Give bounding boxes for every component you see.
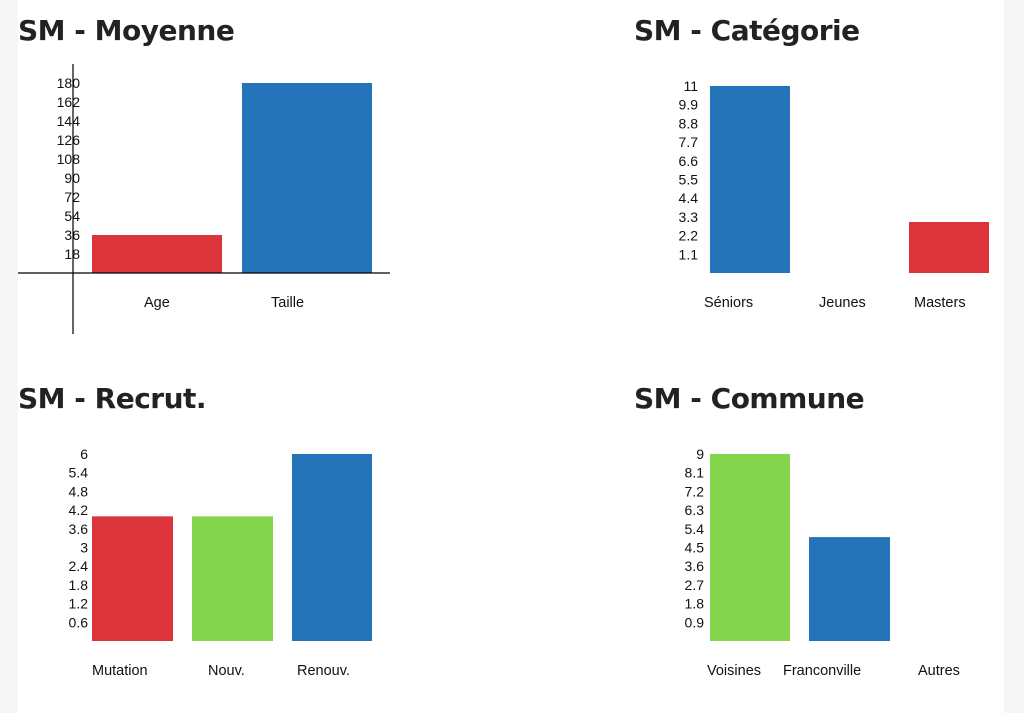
y-tick-label: 7.2 — [685, 483, 705, 499]
y-tick-label: 3.3 — [679, 209, 699, 225]
x-category-label: Age — [144, 295, 170, 311]
y-tick-label: 5.5 — [679, 172, 699, 188]
chart-title: SM - Recrut. — [18, 382, 207, 415]
x-category-label: Franconville — [783, 663, 861, 679]
y-tick-label: 9.9 — [679, 97, 699, 113]
y-tick-label: 6 — [80, 446, 88, 462]
y-tick-label: 108 — [57, 151, 81, 167]
y-tick-label: 144 — [57, 113, 81, 129]
y-tick-label: 8.8 — [679, 115, 699, 131]
chart-panel-moyenne: SM - Moyenne 180 162 144 126 108 90 72 54 36 18 Ag… — [18, 14, 418, 334]
chart-title: SM - Commune — [634, 382, 865, 415]
y-tick-label: 3.6 — [685, 558, 705, 574]
y-tick-label: 1.8 — [685, 596, 705, 612]
y-tick-label: 2.7 — [685, 577, 705, 593]
chart-panel-categorie: SM - Catégorie 11 9.9 8.8 7.7 6.6 5.5 4.4 3.3 2.… — [634, 14, 1024, 334]
y-tick-label: 4.4 — [679, 190, 699, 206]
bar-s-niors — [710, 86, 790, 273]
y-tick-label: 180 — [57, 75, 81, 91]
bar-chart-commune: 9 8.1 7.2 6.3 5.4 4.5 3.6 2.7 1.8 0.9 Voisines Fran… — [685, 446, 960, 679]
bar-mutation — [92, 516, 173, 641]
y-tick-label: 54 — [64, 208, 80, 224]
x-category-label: Séniors — [704, 295, 753, 311]
y-tick-label: 90 — [64, 170, 80, 186]
y-tick-label: 8.1 — [685, 465, 705, 481]
x-category-label: Autres — [918, 663, 960, 679]
bar-taille — [242, 83, 372, 273]
x-category-label: Taille — [271, 295, 304, 311]
y-tick-label: 0.6 — [69, 614, 89, 630]
y-tick-label: 2.4 — [69, 558, 89, 574]
y-tick-label: 4.2 — [69, 502, 89, 518]
bar-chart-recrut: 6 5.4 4.8 4.2 3.6 3 2.4 1.8 1.2 0.6 Mutation Nouv. R… — [69, 446, 372, 679]
y-tick-label: 36 — [64, 227, 80, 243]
y-tick-label: 9 — [696, 446, 704, 462]
y-tick-label: 11 — [683, 78, 698, 94]
y-tick-label: 2.2 — [679, 228, 699, 244]
chart-title: SM - Moyenne — [18, 14, 235, 47]
y-tick-label: 7.7 — [679, 134, 699, 150]
bar-age — [92, 235, 222, 273]
chart-title: SM - Catégorie — [634, 14, 860, 47]
y-tick-label: 6.3 — [685, 502, 705, 518]
bar-renouv- — [292, 454, 372, 641]
y-tick-label: 18 — [64, 246, 80, 262]
bar-franconville — [809, 537, 890, 641]
bar-chart-categorie: 11 9.9 8.8 7.7 6.6 5.5 4.4 3.3 2.2 1.1 Séniors Jeun… — [679, 78, 989, 311]
page-backdrop-right — [1004, 0, 1024, 713]
y-tick-label: 4.5 — [685, 540, 705, 556]
chart-panel-commune: SM - Commune 9 8.1 7.2 6.3 5.4 4.5 3.6 2.7 1.8 0.… — [634, 382, 1024, 702]
y-tick-label: 0.9 — [685, 614, 705, 630]
x-category-label: Mutation — [92, 663, 148, 679]
y-tick-label: 4.8 — [69, 483, 89, 499]
bar-masters — [909, 222, 989, 273]
y-tick-label: 3.6 — [69, 521, 89, 537]
x-category-label: Voisines — [707, 663, 761, 679]
bar-nouv- — [192, 516, 273, 641]
y-tick-label: 1.8 — [69, 577, 89, 593]
y-tick-label: 162 — [57, 94, 81, 110]
y-tick-label: 3 — [80, 540, 88, 556]
page-backdrop-left — [0, 0, 18, 713]
y-tick-label: 126 — [57, 132, 81, 148]
x-category-label: Jeunes — [819, 295, 866, 311]
y-tick-label: 5.4 — [69, 465, 89, 481]
x-category-label: Masters — [914, 295, 966, 311]
y-tick-label: 72 — [64, 189, 80, 205]
y-tick-label: 5.4 — [685, 521, 705, 537]
bar-voisines — [710, 454, 790, 641]
y-tick-label: 1.2 — [69, 596, 89, 612]
bar-chart-moyenne: 180 162 144 126 108 90 72 54 36 18 Age Taille — [18, 64, 390, 334]
y-tick-label: 6.6 — [679, 153, 699, 169]
chart-panel-recrut: SM - Recrut. 6 5.4 4.8 4.2 3.6 3 2.4 1.8 1.2 0.6 M… — [18, 382, 418, 702]
x-category-label: Nouv. — [208, 663, 245, 679]
x-category-label: Renouv. — [297, 663, 350, 679]
y-tick-label: 1.1 — [679, 246, 699, 262]
